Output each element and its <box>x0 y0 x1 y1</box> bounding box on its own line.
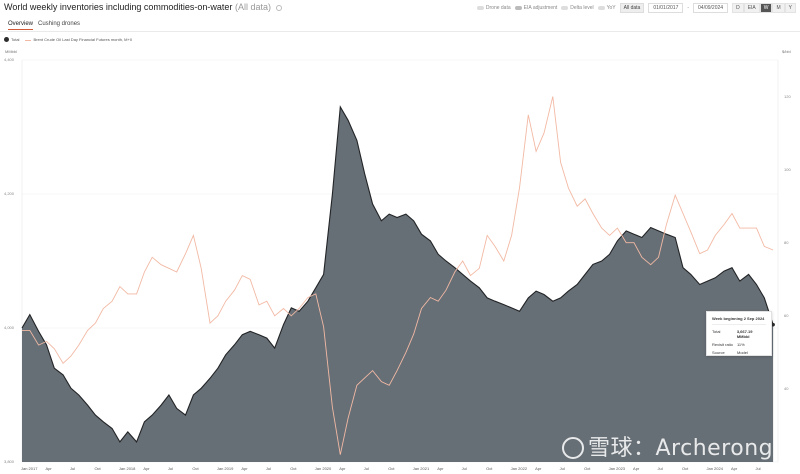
frequency-y[interactable]: Y <box>784 2 796 13</box>
frequency-eia[interactable]: EIA <box>743 2 760 13</box>
page-subtitle: (All data) <box>234 2 271 12</box>
toggle-label: Delta level <box>570 4 594 11</box>
x-tick-label: Jan 2019 <box>216 466 234 471</box>
x-tick-label: Apr <box>143 466 150 471</box>
toggle-delta-level[interactable]: Delta level <box>561 4 594 11</box>
x-tick-label: Apr <box>241 466 248 471</box>
tooltip-key: Revisit ratio <box>712 342 733 347</box>
tab-overview[interactable]: Overview <box>8 21 34 30</box>
x-tick-label: Apr <box>45 466 52 471</box>
y-left-tick-label: 4,400 <box>4 57 15 62</box>
x-tick-label: Oct <box>94 466 101 471</box>
x-tick-label: Jan 2023 <box>608 466 626 471</box>
x-tick-label: Apr <box>633 466 640 471</box>
x-tick-label: Jul <box>461 466 467 471</box>
x-tick-label: Jul <box>265 466 271 471</box>
tab-cushing-drones[interactable]: Cushing drones <box>38 21 81 27</box>
chart-controls: Drone data EIA adjustment Delta level Yo… <box>476 2 796 13</box>
toggle-label: YoY <box>606 4 616 11</box>
x-tick-label: Jan 2022 <box>510 466 528 471</box>
x-tick-label: Jul <box>69 466 76 471</box>
toggle-drone-data[interactable]: Drone data <box>476 4 511 11</box>
snowball-logo-icon <box>562 437 584 459</box>
y-left-tick-label: 3,800 <box>4 459 15 464</box>
legend-swatch-total <box>4 37 9 43</box>
y-right-tick-label: 100 <box>784 166 791 172</box>
toggle-yoy[interactable]: YoY <box>597 4 616 11</box>
watermark-text: 雪球：Archerong <box>588 436 774 461</box>
x-tick-label: Jan 2018 <box>118 466 136 471</box>
x-tick-label: Apr <box>437 466 444 471</box>
toggle-switch[interactable] <box>561 5 569 10</box>
tooltip-row-source: Source Model <box>712 350 766 355</box>
y-left-tick-label: 4,200 <box>4 191 15 196</box>
frequency-d[interactable]: D <box>732 2 744 13</box>
toggle-label: Drone data <box>485 4 511 11</box>
page-title: World weekly inventories including commo… <box>4 2 283 12</box>
all-data-button[interactable]: All data <box>619 2 645 13</box>
x-tick-label: Oct <box>388 466 395 471</box>
frequency-m[interactable]: M <box>772 2 785 13</box>
legend-label-total: Total <box>11 37 20 42</box>
brent-line <box>22 96 774 455</box>
legend-item-total[interactable]: Total <box>4 37 20 43</box>
chart-legend: Total Brent Crude Oil Last Day Financial… <box>4 37 132 43</box>
frequency-w[interactable]: W <box>759 2 773 13</box>
tooltip-value: Model <box>737 350 748 355</box>
toggle-label: EIA adjustment <box>523 4 558 11</box>
x-tick-label: Apr <box>339 466 346 471</box>
page-title-text: World weekly inventories including commo… <box>4 2 233 12</box>
toggle-eia-adjustment[interactable]: EIA adjustment <box>514 4 558 11</box>
tooltip-row-total: Total 3,667.19 MMbbl <box>712 329 766 339</box>
tab-bar: Overview Cushing drones <box>0 18 800 32</box>
y-right-tick-label: 80 <box>784 239 789 245</box>
y-right-tick-label: 120 <box>784 93 791 99</box>
x-tick-label: Jul <box>657 466 663 471</box>
date-from-input[interactable]: 01/01/2017 <box>648 2 684 13</box>
tooltip-key: Total <box>712 329 721 334</box>
x-tick-label: Jan 2020 <box>314 466 332 471</box>
y-right-unit: $/bbl <box>782 49 791 54</box>
x-tick-label: Jul <box>755 466 761 471</box>
tooltip-row-revisit: Revisit ratio 11% <box>712 342 766 347</box>
legend-swatch-brent <box>25 39 32 41</box>
x-tick-label: Oct <box>682 466 689 471</box>
toggle-switch[interactable] <box>514 5 522 10</box>
date-separator: - <box>687 4 690 11</box>
tooltip-header: Week beginning 2 Sep 2024 <box>712 316 766 325</box>
y-left-unit: MMbbl <box>5 49 18 54</box>
toggle-switch[interactable] <box>597 5 605 10</box>
y-left-tick-label: 4,000 <box>4 325 15 330</box>
date-to-input[interactable]: 04/09/2024 <box>693 2 729 13</box>
total-line <box>21 105 774 443</box>
tooltip-key: Source <box>712 350 725 355</box>
x-tick-label: Apr <box>535 466 542 471</box>
data-tooltip: Week beginning 2 Sep 2024 Total 3,667.19 … <box>706 311 772 356</box>
y-right-tick-label: 40 <box>784 385 789 391</box>
x-tick-label: Oct <box>290 466 297 471</box>
toggle-switch[interactable] <box>476 5 484 10</box>
tooltip-value: 3,667.19 MMbbl <box>736 329 753 339</box>
x-tick-label: Oct <box>192 466 199 471</box>
legend-label-brent: Brent Crude Oil Last Day Financial Futur… <box>33 37 133 43</box>
x-tick-label: Oct <box>486 466 493 471</box>
top-bar: World weekly inventories including commo… <box>0 0 800 16</box>
x-tick-label: Oct <box>584 466 591 471</box>
x-tick-label: Jul <box>167 466 174 471</box>
watermark: 雪球：Archerong <box>562 430 773 462</box>
info-icon[interactable] <box>276 4 283 11</box>
x-tick-label: Jan 2024 <box>706 466 723 471</box>
x-tick-label: Jul <box>363 466 369 471</box>
x-tick-label: Apr <box>730 466 738 471</box>
legend-item-brent[interactable]: Brent Crude Oil Last Day Financial Futur… <box>25 37 132 42</box>
frequency-selector: D EIA W M Y <box>732 2 796 13</box>
y-right-tick-label: 60 <box>784 312 789 318</box>
x-tick-label: Jul <box>559 466 565 471</box>
x-tick-label: Jan 2017 <box>21 466 38 471</box>
hover-point <box>771 322 775 327</box>
total-area <box>22 106 774 463</box>
x-tick-label: Jan 2021 <box>412 466 430 471</box>
tooltip-value: 11% <box>737 342 745 347</box>
